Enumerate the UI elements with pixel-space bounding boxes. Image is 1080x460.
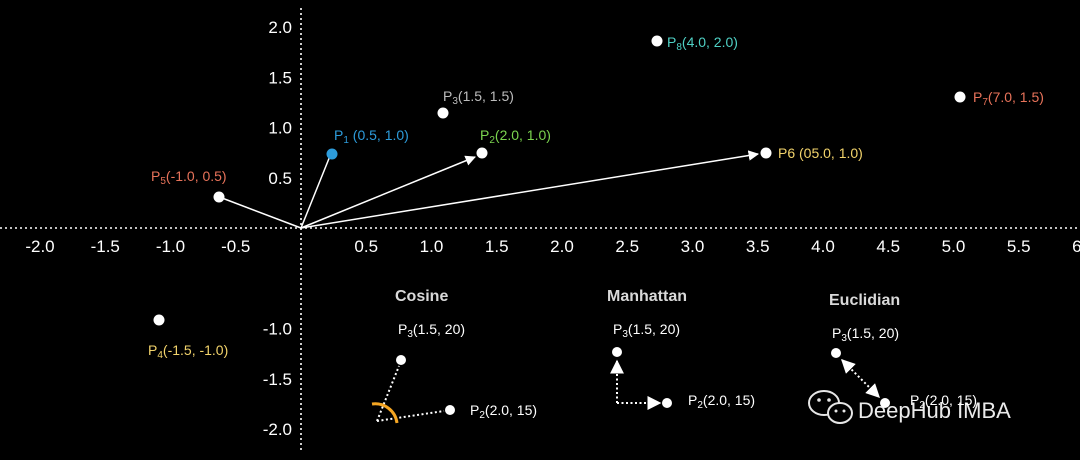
manhattan-label-a: P3(1.5, 20) bbox=[613, 321, 680, 340]
x-tick-labels: -2.5-2.0-1.5-1.0-0.50.51.01.52.02.53.03.… bbox=[25, 237, 1080, 256]
x-tick-label: 3.0 bbox=[681, 237, 705, 256]
point-p7 bbox=[954, 91, 966, 103]
x-tick-label: -1.5 bbox=[91, 237, 120, 256]
watermark-text: DeepHub IMBA bbox=[858, 398, 1011, 423]
x-tick-label: 0.5 bbox=[354, 237, 378, 256]
manhattan-title: Manhattan bbox=[607, 288, 687, 305]
x-tick-label: 6.0 bbox=[1072, 237, 1080, 256]
vector-p1 bbox=[300, 155, 331, 229]
cosine-point-b bbox=[445, 405, 455, 415]
y-tick-label: 1.0 bbox=[268, 119, 292, 138]
point-p8 bbox=[651, 35, 663, 47]
euclidian-panel: Euclidian P3(1.5, 20) P2(2.0, 15) bbox=[829, 292, 977, 411]
x-tick-label: 2.5 bbox=[615, 237, 639, 256]
cosine-vector-a bbox=[376, 365, 400, 422]
x-tick-label: -2.0 bbox=[25, 237, 54, 256]
y-tick-label: -1.0 bbox=[263, 320, 292, 339]
cosine-vector-b bbox=[376, 410, 445, 422]
point-p5 bbox=[213, 191, 225, 203]
manhattan-panel: Manhattan P3(1.5, 20) P2(2.0, 15) bbox=[607, 288, 755, 411]
x-tick-label: 5.0 bbox=[942, 237, 966, 256]
point-p2 bbox=[476, 147, 488, 159]
point-p4 bbox=[153, 314, 165, 326]
x-tick-label: -1.0 bbox=[156, 237, 185, 256]
label-p3: P3(1.5, 1.5) bbox=[443, 88, 514, 107]
euclidian-point-a bbox=[831, 348, 841, 358]
cosine-title: Cosine bbox=[395, 288, 448, 305]
vector-p2 bbox=[300, 155, 476, 229]
vector-p5 bbox=[221, 197, 302, 229]
cosine-angle-arc bbox=[371, 402, 399, 424]
label-p2: P2(2.0, 1.0) bbox=[480, 127, 551, 146]
label-p5: P5(-1.0, 0.5) bbox=[151, 168, 227, 187]
label-p7: P7(7.0, 1.5) bbox=[973, 89, 1044, 108]
manhattan-label-b: P2(2.0, 15) bbox=[688, 392, 755, 411]
wechat-icon bbox=[808, 390, 853, 424]
x-tick-label: 3.5 bbox=[746, 237, 770, 256]
euclidian-line bbox=[841, 359, 880, 398]
y-tick-label: -2.0 bbox=[263, 420, 292, 439]
cosine-label-a: P3(1.5, 20) bbox=[398, 321, 465, 340]
manhattan-point-a bbox=[612, 347, 622, 357]
label-p1: P1 (0.5, 1.0) bbox=[334, 127, 409, 146]
manhattan-point-b bbox=[662, 398, 672, 408]
label-p8: P8(4.0, 2.0) bbox=[667, 34, 738, 53]
y-tick-label: 1.5 bbox=[268, 68, 292, 87]
point-p3 bbox=[437, 107, 449, 119]
vector-p6 bbox=[300, 150, 760, 229]
x-tick-label: 5.5 bbox=[1007, 237, 1031, 256]
x-tick-label: 4.5 bbox=[876, 237, 900, 256]
x-tick-label: -0.5 bbox=[221, 237, 250, 256]
euclidian-label-b: P2(2.0, 15) bbox=[910, 392, 977, 411]
y-tick-labels: 2.0 1.5 1.0 0.5 -1.0 -1.5 -2.0 bbox=[263, 18, 292, 439]
cosine-panel: Cosine P3(1.5, 20) P2(2.0, 15) bbox=[371, 288, 537, 424]
label-p6: P6 (05.0, 1.0) bbox=[778, 145, 863, 161]
x-tick-label: 1.0 bbox=[420, 237, 444, 256]
euclidian-point-b bbox=[880, 398, 890, 408]
cosine-point-a bbox=[396, 355, 406, 365]
point-p6 bbox=[760, 147, 772, 159]
y-tick-label: 0.5 bbox=[268, 169, 292, 188]
x-tick-label: 1.5 bbox=[485, 237, 509, 256]
label-p4: P4(-1.5, -1.0) bbox=[148, 342, 228, 361]
cosine-label-b: P2(2.0, 15) bbox=[470, 402, 537, 421]
watermark: DeepHub IMBA bbox=[808, 390, 1011, 424]
euclidian-label-a: P3(1.5, 20) bbox=[832, 325, 899, 344]
y-tick-label: 2.0 bbox=[268, 18, 292, 37]
x-tick-label: 4.0 bbox=[811, 237, 835, 256]
x-tick-label: 2.0 bbox=[550, 237, 574, 256]
euclidian-title: Euclidian bbox=[829, 292, 900, 309]
point-p1 bbox=[326, 148, 338, 160]
y-tick-label: -1.5 bbox=[263, 370, 292, 389]
